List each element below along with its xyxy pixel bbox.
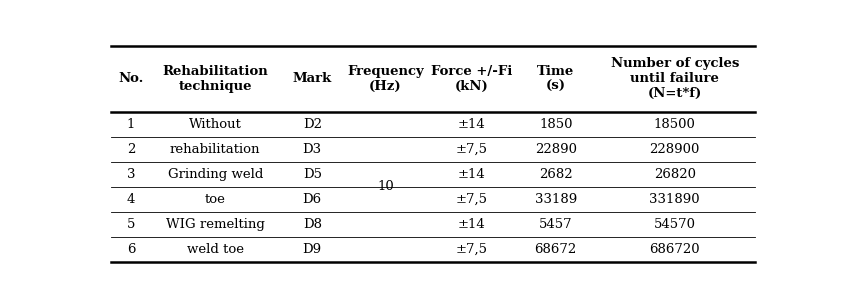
Text: 228900: 228900 [649,143,699,156]
Text: ±7,5: ±7,5 [455,143,487,156]
Text: 3: 3 [127,168,135,181]
Text: weld toe: weld toe [187,243,243,256]
Text: toe: toe [204,193,225,206]
Text: Frequency
(Hz): Frequency (Hz) [347,65,424,92]
Text: 68672: 68672 [534,243,576,256]
Text: D3: D3 [302,143,322,156]
Text: 18500: 18500 [653,117,695,130]
Text: 5457: 5457 [538,218,572,231]
Text: 22890: 22890 [534,143,576,156]
Text: rehabilitation: rehabilitation [170,143,260,156]
Text: 5: 5 [127,218,135,231]
Text: ±7,5: ±7,5 [455,243,487,256]
Text: No.: No. [118,72,143,85]
Text: 26820: 26820 [653,168,695,181]
Text: 686720: 686720 [649,243,699,256]
Text: ±14: ±14 [457,168,484,181]
Text: ±7,5: ±7,5 [455,193,487,206]
Text: D5: D5 [302,168,322,181]
Text: 54570: 54570 [653,218,695,231]
Text: Force +/-Fi
(kN): Force +/-Fi (kN) [430,65,511,92]
Text: D6: D6 [302,193,322,206]
Text: Time
(s): Time (s) [537,65,574,92]
Text: Rehabilitation
technique: Rehabilitation technique [162,65,268,92]
Text: Without: Without [188,117,241,130]
Text: D8: D8 [302,218,322,231]
Text: 33189: 33189 [534,193,576,206]
Text: 4: 4 [127,193,135,206]
Text: Grinding weld: Grinding weld [167,168,262,181]
Text: 2682: 2682 [538,168,572,181]
Text: WIG remelting: WIG remelting [165,218,264,231]
Text: 1850: 1850 [538,117,571,130]
Text: 6: 6 [127,243,135,256]
Text: 331890: 331890 [649,193,699,206]
Text: 2: 2 [127,143,135,156]
Text: Number of cycles
until failure
(N=t*f): Number of cycles until failure (N=t*f) [610,57,738,100]
Text: 10: 10 [376,180,393,193]
Text: D2: D2 [302,117,322,130]
Text: ±14: ±14 [457,218,484,231]
Text: 1: 1 [127,117,135,130]
Text: Mark: Mark [292,72,332,85]
Text: ±14: ±14 [457,117,484,130]
Text: D9: D9 [302,243,322,256]
